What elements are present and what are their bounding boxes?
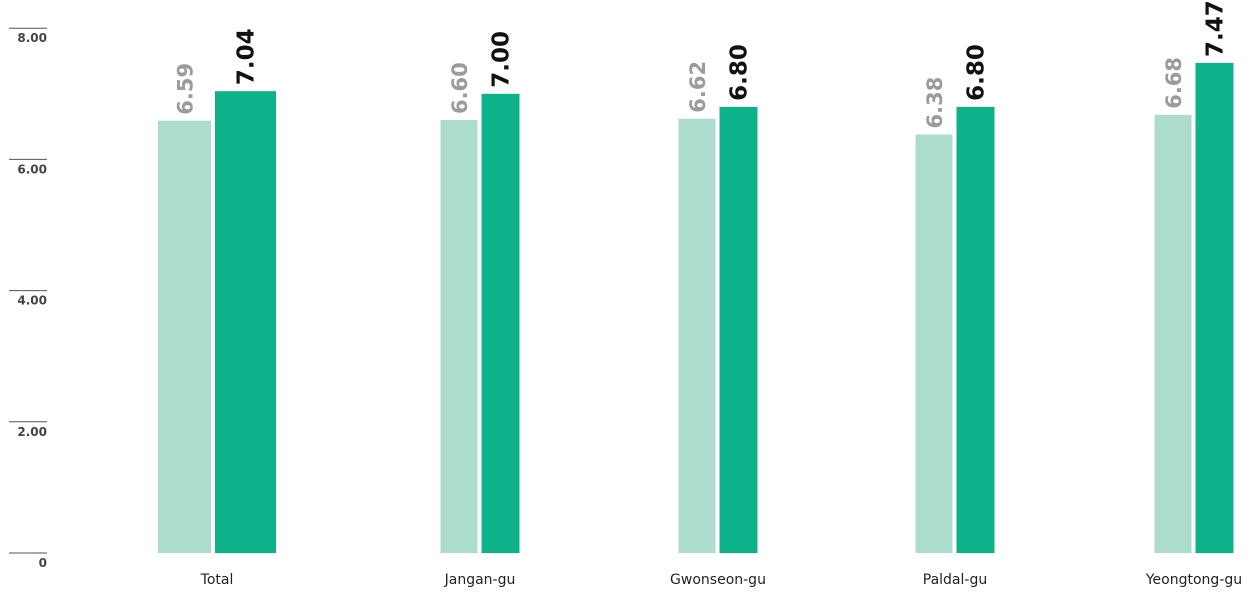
y-tick-label: 2.00 xyxy=(17,425,47,439)
bar-series-b-jangan-gu xyxy=(481,93,520,554)
bar-series-a-jangan-gu xyxy=(440,120,478,553)
bar-series-b-paldal-gu xyxy=(956,106,995,554)
x-category-label: Yeongtong-gu xyxy=(1145,572,1242,588)
value-label-series-b: 6.80 xyxy=(727,44,753,101)
y-axis: 0 2.00 4.00 6.00 8.00 xyxy=(9,27,47,570)
value-label-series-a: 6.38 xyxy=(923,77,947,129)
value-label-series-a: 6.62 xyxy=(686,61,710,113)
bar-series-a-gwonseon-gu xyxy=(678,118,716,553)
y-tick-label: 0 xyxy=(39,556,47,570)
y-tick-label: 6.00 xyxy=(17,162,47,176)
bar-series-a-total xyxy=(158,120,211,554)
y-tick-label: 4.00 xyxy=(17,294,47,308)
value-labels: 6.59 7.04 6.60 7.00 6.62 6.80 6.38 6.80 6.68 7.47 xyxy=(174,0,1229,128)
value-label-series-b: 7.04 xyxy=(234,28,260,85)
value-label-series-a: 6.68 xyxy=(1162,57,1186,109)
x-axis: Total Jangan-gu Gwonseon-gu Paldal-gu Yeongt… xyxy=(200,572,1242,588)
x-category-label: Paldal-gu xyxy=(923,572,987,588)
bar-series-b-yeongtong-gu xyxy=(1195,62,1234,554)
x-category-label: Jangan-gu xyxy=(444,572,516,588)
x-category-label: Total xyxy=(200,572,234,588)
y-tick-label: 8.00 xyxy=(17,31,47,45)
value-label-series-a: 6.59 xyxy=(174,63,198,115)
value-label-series-b: 6.80 xyxy=(964,44,990,101)
bar-series-b-total xyxy=(215,91,276,554)
value-label-series-b: 7.47 xyxy=(1203,0,1229,57)
x-category-label: Gwonseon-gu xyxy=(670,572,766,588)
bar-series-b-gwonseon-gu xyxy=(719,106,758,554)
bars xyxy=(158,62,1234,554)
bar-series-a-yeongtong-gu xyxy=(1154,114,1192,554)
bar-series-a-paldal-gu xyxy=(915,134,953,554)
value-label-series-a: 6.60 xyxy=(448,62,472,114)
value-label-series-b: 7.00 xyxy=(489,31,515,88)
